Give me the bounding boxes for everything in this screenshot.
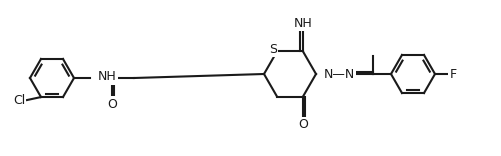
- Text: S: S: [269, 43, 277, 56]
- Text: O: O: [107, 98, 117, 110]
- Text: Cl: Cl: [13, 94, 25, 107]
- Text: N—N: N—N: [324, 68, 355, 80]
- Text: F: F: [449, 68, 456, 80]
- Text: NH: NH: [294, 17, 313, 30]
- Text: NH: NH: [98, 71, 117, 83]
- Text: O: O: [298, 118, 308, 131]
